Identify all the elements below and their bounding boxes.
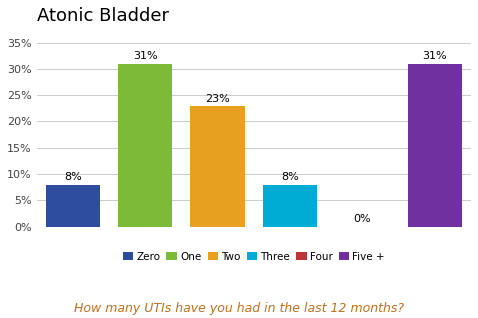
Text: 0%: 0% [354, 214, 371, 225]
Bar [118, 64, 173, 227]
Text: 31%: 31% [423, 52, 447, 61]
Legend: Zero, One, Two, Three, Four, Five +: Zero, One, Two, Three, Four, Five + [119, 247, 389, 266]
Bar [408, 64, 462, 227]
Bar [45, 184, 100, 227]
Bar [263, 184, 317, 227]
Text: 8%: 8% [64, 172, 82, 183]
Text: 8%: 8% [281, 172, 299, 183]
Text: Atonic Bladder: Atonic Bladder [36, 7, 169, 25]
Text: 31%: 31% [133, 52, 157, 61]
Bar [190, 106, 245, 227]
Text: How many UTIs have you had in the last 12 months?: How many UTIs have you had in the last 1… [74, 302, 404, 315]
Text: 23%: 23% [205, 93, 230, 104]
